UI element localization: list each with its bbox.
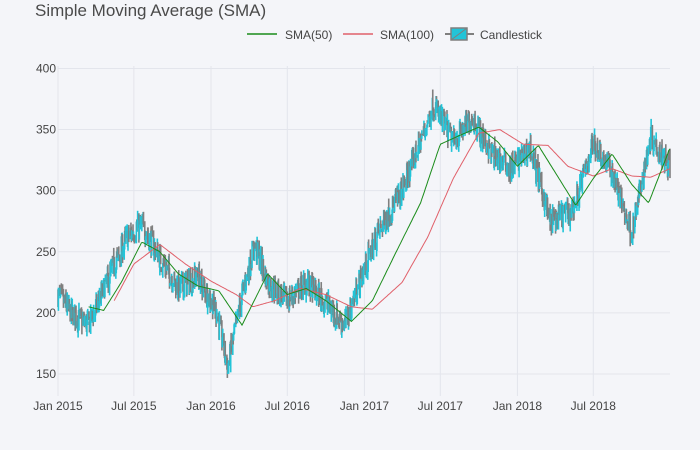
y-tick-label: 200 [36, 306, 56, 320]
x-tick-label: Jul 2017 [418, 399, 464, 413]
legend-item-candlestick[interactable]: Candlestick [445, 27, 543, 42]
y-tick-label: 400 [36, 61, 56, 75]
sma50-line [88, 126, 671, 327]
x-tick-label: Jul 2015 [111, 399, 157, 413]
y-tick-label: 350 [36, 123, 56, 137]
x-axis: Jan 2015 Jul 2015 Jan 2016 Jul 2016 Jan 2017… [33, 399, 616, 413]
legend-item-sma50[interactable]: SMA(50) [247, 28, 332, 42]
candlestick-series [57, 89, 671, 378]
y-tick-label: 150 [36, 367, 56, 381]
legend-item-sma100[interactable]: SMA(100) [343, 28, 434, 42]
x-tick-label: Jan 2016 [186, 399, 236, 413]
legend-label-sma100: SMA(100) [380, 28, 434, 42]
sma100-line [113, 129, 671, 310]
y-tick-label: 250 [36, 245, 56, 259]
x-tick-label: Jan 2015 [33, 399, 83, 413]
chart-title: Simple Moving Average (SMA) [35, 1, 266, 20]
y-tick-label: 300 [36, 184, 56, 198]
y-axis: 150 200 250 300 350 400 [36, 61, 56, 381]
x-tick-label: Jan 2017 [340, 399, 390, 413]
legend-label-candlestick: Candlestick [480, 28, 543, 42]
x-tick-label: Jul 2016 [265, 399, 311, 413]
legend[interactable]: SMA(50) SMA(100) Candlestick [247, 27, 543, 42]
x-tick-label: Jul 2018 [571, 399, 617, 413]
legend-label-sma50: SMA(50) [285, 28, 332, 42]
x-tick-label: Jan 2018 [493, 399, 543, 413]
